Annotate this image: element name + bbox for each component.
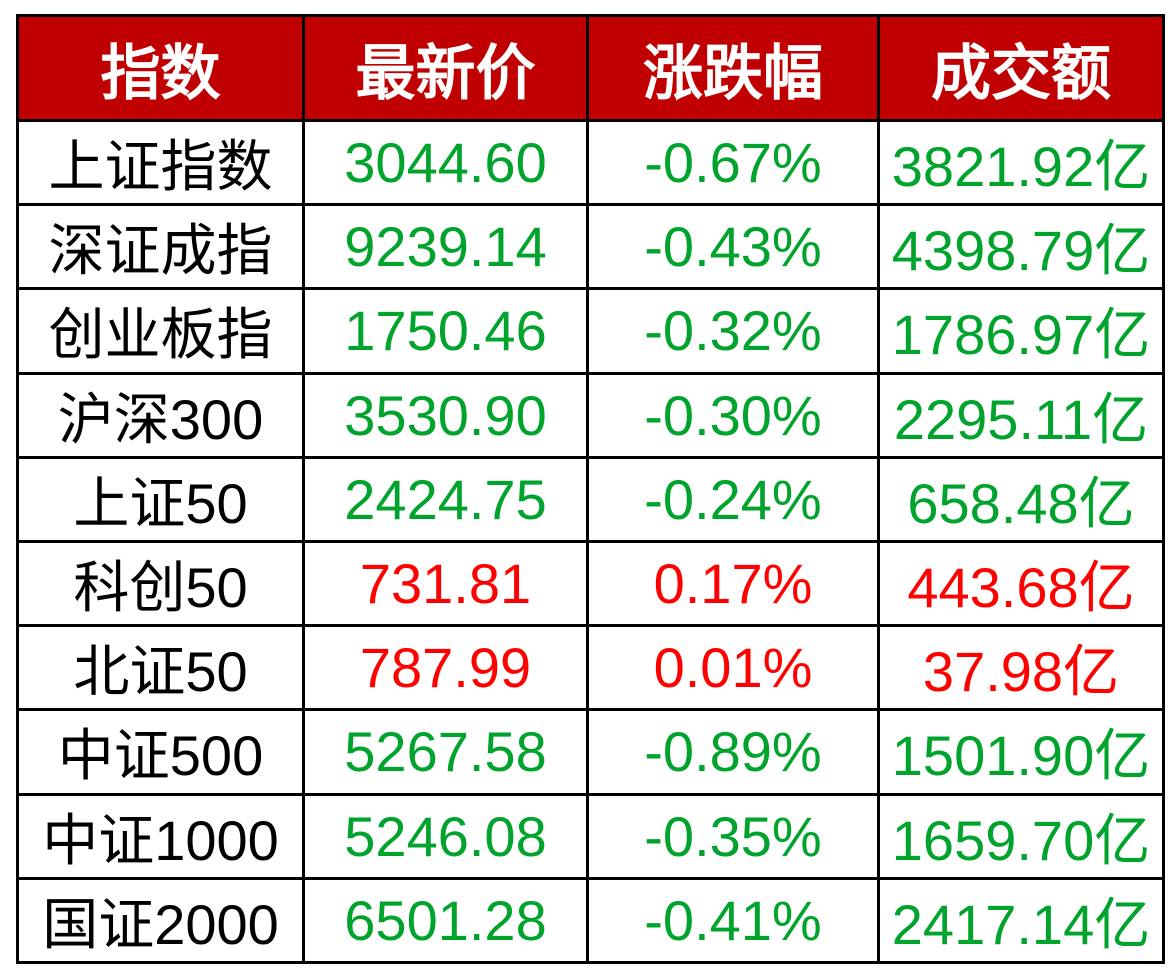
index-name-cell: 国证2000 xyxy=(16,876,305,965)
table-header: 指数 最新价 涨跌幅 成交额 xyxy=(16,14,1165,122)
index-name-cell: 上证指数 xyxy=(16,118,305,207)
index-name-cell: 中证1000 xyxy=(16,792,305,880)
column-header-change: 涨跌幅 xyxy=(586,14,880,122)
change-cell: -0.24% xyxy=(586,455,880,543)
index-name-cell: 深证成指 xyxy=(16,203,305,291)
price-cell: 787.99 xyxy=(302,624,589,712)
table-row: 创业板指 1750.46 -0.32% 1786.97亿 xyxy=(16,287,1165,375)
change-cell: -0.89% xyxy=(586,708,880,796)
price-cell: 9239.14 xyxy=(302,203,589,291)
index-name-cell: 上证50 xyxy=(16,455,305,543)
change-cell: 0.17% xyxy=(586,539,880,628)
index-name-cell: 创业板指 xyxy=(16,287,305,375)
price-cell: 2424.75 xyxy=(302,455,589,543)
turnover-cell: 1501.90亿 xyxy=(877,708,1165,796)
index-name-cell: 科创50 xyxy=(16,539,305,628)
price-cell: 3044.60 xyxy=(302,118,589,207)
table-row: 科创50 731.81 0.17% 443.68亿 xyxy=(16,539,1165,628)
header-row: 指数 最新价 涨跌幅 成交额 xyxy=(16,14,1165,122)
table-body: 上证指数 3044.60 -0.67% 3821.92亿 深证成指 9239.1… xyxy=(16,118,1165,965)
table-row: 上证50 2424.75 -0.24% 658.48亿 xyxy=(16,455,1165,543)
table-row: 中证1000 5246.08 -0.35% 1659.70亿 xyxy=(16,792,1165,880)
index-name-cell: 中证500 xyxy=(16,708,305,796)
table-row: 沪深300 3530.90 -0.30% 2295.11亿 xyxy=(16,371,1165,459)
index-table: 指数 最新价 涨跌幅 成交额 上证指数 3044.60 -0.67% 3821.… xyxy=(16,14,1165,965)
price-cell: 731.81 xyxy=(302,539,589,628)
change-cell: -0.32% xyxy=(586,287,880,375)
table-row: 国证2000 6501.28 -0.41% 2417.14亿 xyxy=(16,876,1165,965)
turnover-cell: 1659.70亿 xyxy=(877,792,1165,880)
turnover-cell: 2417.14亿 xyxy=(877,876,1165,965)
change-cell: 0.01% xyxy=(586,624,880,712)
table-row: 中证500 5267.58 -0.89% 1501.90亿 xyxy=(16,708,1165,796)
price-cell: 5246.08 xyxy=(302,792,589,880)
column-header-turnover: 成交额 xyxy=(877,14,1165,122)
price-cell: 6501.28 xyxy=(302,876,589,965)
index-table-container: 指数 最新价 涨跌幅 成交额 上证指数 3044.60 -0.67% 3821.… xyxy=(16,14,1165,965)
column-header-index: 指数 xyxy=(16,14,305,122)
index-name-cell: 沪深300 xyxy=(16,371,305,459)
column-header-price: 最新价 xyxy=(302,14,589,122)
turnover-cell: 2295.11亿 xyxy=(877,371,1165,459)
table-row: 深证成指 9239.14 -0.43% 4398.79亿 xyxy=(16,203,1165,291)
table-row: 上证指数 3044.60 -0.67% 3821.92亿 xyxy=(16,118,1165,207)
change-cell: -0.67% xyxy=(586,118,880,207)
price-cell: 1750.46 xyxy=(302,287,589,375)
price-cell: 3530.90 xyxy=(302,371,589,459)
price-cell: 5267.58 xyxy=(302,708,589,796)
table-row: 北证50 787.99 0.01% 37.98亿 xyxy=(16,624,1165,712)
turnover-cell: 1786.97亿 xyxy=(877,287,1165,375)
index-name-cell: 北证50 xyxy=(16,624,305,712)
turnover-cell: 3821.92亿 xyxy=(877,118,1165,207)
turnover-cell: 37.98亿 xyxy=(877,624,1165,712)
change-cell: -0.30% xyxy=(586,371,880,459)
change-cell: -0.35% xyxy=(586,792,880,880)
change-cell: -0.43% xyxy=(586,203,880,291)
turnover-cell: 658.48亿 xyxy=(877,455,1165,543)
turnover-cell: 4398.79亿 xyxy=(877,203,1165,291)
turnover-cell: 443.68亿 xyxy=(877,539,1165,628)
change-cell: -0.41% xyxy=(586,876,880,965)
